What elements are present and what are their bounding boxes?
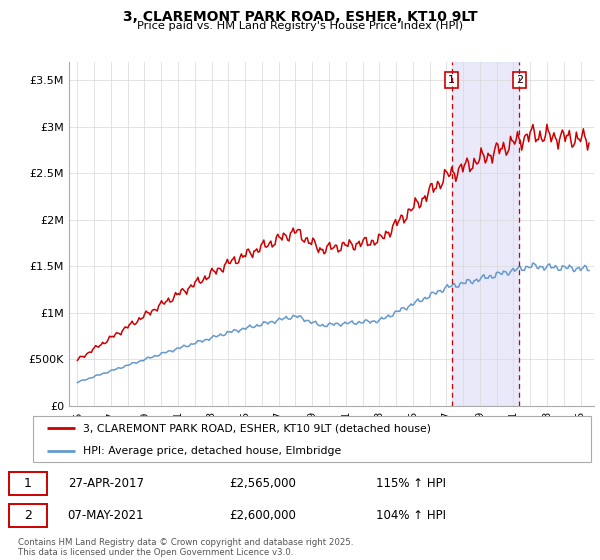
Text: 3, CLAREMONT PARK ROAD, ESHER, KT10 9LT: 3, CLAREMONT PARK ROAD, ESHER, KT10 9LT <box>122 10 478 24</box>
FancyBboxPatch shape <box>9 504 47 527</box>
FancyBboxPatch shape <box>9 472 47 494</box>
Text: 115% ↑ HPI: 115% ↑ HPI <box>376 477 446 490</box>
Text: HPI: Average price, detached house, Elmbridge: HPI: Average price, detached house, Elmb… <box>83 446 341 455</box>
Text: 07-MAY-2021: 07-MAY-2021 <box>68 509 144 522</box>
Text: 2: 2 <box>516 75 523 85</box>
Text: 1: 1 <box>24 477 32 490</box>
Text: Price paid vs. HM Land Registry's House Price Index (HPI): Price paid vs. HM Land Registry's House … <box>137 21 463 31</box>
Text: £2,565,000: £2,565,000 <box>229 477 296 490</box>
Text: 3, CLAREMONT PARK ROAD, ESHER, KT10 9LT (detached house): 3, CLAREMONT PARK ROAD, ESHER, KT10 9LT … <box>83 423 431 433</box>
Text: Contains HM Land Registry data © Crown copyright and database right 2025.
This d: Contains HM Land Registry data © Crown c… <box>18 538 353 557</box>
Text: 1: 1 <box>448 75 455 85</box>
Bar <box>452 62 520 406</box>
FancyBboxPatch shape <box>33 416 591 462</box>
Text: 2: 2 <box>24 509 32 522</box>
Text: £2,600,000: £2,600,000 <box>229 509 296 522</box>
Text: 104% ↑ HPI: 104% ↑ HPI <box>376 509 446 522</box>
Text: 27-APR-2017: 27-APR-2017 <box>68 477 144 490</box>
